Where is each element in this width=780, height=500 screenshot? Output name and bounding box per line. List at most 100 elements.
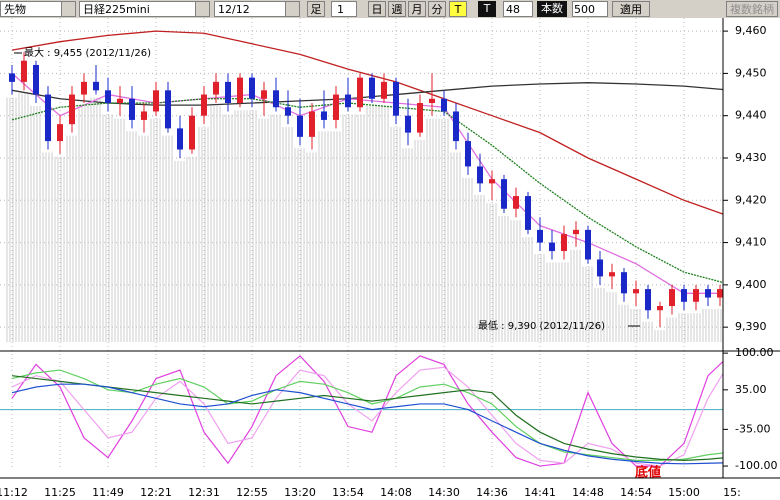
oscillator-line xyxy=(11,366,723,467)
candle-body xyxy=(597,259,603,277)
y-tick-label: 9,460 xyxy=(735,24,767,37)
arrow[interactable] xyxy=(285,2,299,16)
y-tick-label: 9,440 xyxy=(735,109,767,122)
x-tick-label: 14:30 xyxy=(428,486,460,499)
date: 12/12 xyxy=(218,3,250,16)
symbol: 日経225mini xyxy=(83,3,150,16)
x-tick-label: 15:00 xyxy=(668,486,700,499)
candle-body xyxy=(693,289,699,302)
candle-body xyxy=(141,111,147,120)
arrow[interactable] xyxy=(195,2,209,16)
x-tick-label: 14:41 xyxy=(524,486,556,499)
candle-body xyxy=(441,98,447,112)
oscillator-line xyxy=(11,383,723,465)
candle-body xyxy=(129,98,135,120)
chart: 最大 : 9,455 (2012/11/26) 最低 : 9,390 (2012/… xyxy=(0,18,780,500)
candle-body xyxy=(405,115,411,133)
x-tick-label: 14:36 xyxy=(476,486,508,499)
x-tick-label: 13:54 xyxy=(332,486,364,499)
annotation: 底値 xyxy=(635,465,661,481)
x-tick-label: 11:12 xyxy=(0,486,28,499)
candle-body xyxy=(237,77,243,104)
candle-body xyxy=(9,73,15,82)
candle-body xyxy=(489,179,495,184)
y-tick-label: -35.00 xyxy=(735,422,770,435)
x-tick-label: 12:31 xyxy=(188,486,220,499)
candle-body xyxy=(225,81,231,104)
annotation: 最低 : 9,390 (2012/11/26) xyxy=(478,320,605,332)
y-tick-label: 9,430 xyxy=(735,151,767,164)
y-tick-label: 100.00 xyxy=(735,346,774,359)
candle-body xyxy=(681,289,687,302)
candle-body xyxy=(249,77,255,99)
candle-body xyxy=(609,272,615,277)
candle-body xyxy=(525,196,531,230)
candle-body xyxy=(177,128,183,150)
minute-button[interactable]: 分 xyxy=(428,1,446,17)
apply-button[interactable]: 適用 xyxy=(612,1,650,17)
candle-body xyxy=(657,306,663,311)
toolbar: 先物 日経225mini 12/12 足 1 日 週 月 分 T T 48 本数… xyxy=(0,0,780,18)
candle-body xyxy=(117,98,123,104)
y-tick-label: 35.00 xyxy=(735,383,767,396)
y-tick-label: 9,410 xyxy=(735,236,767,249)
bars-label: 本数 xyxy=(537,1,567,17)
count-input[interactable]: 48 xyxy=(503,1,533,17)
tick-button[interactable]: T xyxy=(449,1,467,17)
candle-body xyxy=(57,124,63,142)
candle-body xyxy=(633,289,639,294)
candle-body xyxy=(357,77,363,108)
y-tick-label: 9,420 xyxy=(735,193,767,206)
candle-body xyxy=(261,90,267,99)
candle-body xyxy=(21,60,27,82)
y-tick-label: 9,450 xyxy=(735,66,767,79)
x-tick-label: 11:25 xyxy=(44,486,76,499)
candle-body xyxy=(705,289,711,298)
market-select[interactable]: 先物 xyxy=(0,1,76,17)
x-tick-label: 14:48 xyxy=(572,486,604,499)
month-button[interactable]: 月 xyxy=(408,1,426,17)
candle-body xyxy=(585,229,591,260)
candle-body xyxy=(717,289,723,298)
annotation: 最大 : 9,455 (2012/11/26) xyxy=(24,46,151,59)
candle-body xyxy=(393,81,399,116)
candle-body xyxy=(93,81,99,91)
candle-body xyxy=(213,81,219,95)
x-tick-label: 15: xyxy=(723,486,741,499)
period-input[interactable]: 1 xyxy=(331,1,357,17)
background xyxy=(0,18,780,500)
candle-body xyxy=(381,81,387,99)
candle-body xyxy=(69,94,75,125)
axes: 9,390 9,400 9,410 9,420 9,430 9,440 9,450 9,460… xyxy=(0,18,780,499)
candle-body xyxy=(561,234,567,252)
y-tick-label: -100.00 xyxy=(735,459,777,472)
candle-body xyxy=(45,94,51,142)
candle-body xyxy=(549,242,555,252)
candle-body xyxy=(621,272,627,294)
day-button[interactable]: 日 xyxy=(368,1,386,17)
date-select[interactable]: 12/12 xyxy=(214,1,300,17)
candle-body xyxy=(189,115,195,150)
candle-body xyxy=(645,289,651,311)
x-tick-label: 14:54 xyxy=(620,486,652,499)
symbol-select[interactable]: 日経225mini xyxy=(79,1,210,17)
candle-body xyxy=(153,90,159,112)
candle-body xyxy=(501,179,507,209)
y-tick-label: 9,400 xyxy=(735,278,767,291)
x-tick-label: 12:55 xyxy=(236,486,268,499)
x-tick-label: 13:20 xyxy=(284,486,316,499)
week-button[interactable]: 週 xyxy=(388,1,406,17)
candle-body xyxy=(273,90,279,108)
candle-body xyxy=(537,229,543,243)
market: 先物 xyxy=(4,3,26,16)
candle-body xyxy=(33,64,39,95)
plot: 最大 : 9,455 (2012/11/26) 最低 : 9,390 (2012/… xyxy=(0,18,723,481)
arrow[interactable] xyxy=(61,2,75,16)
candle-body xyxy=(201,94,207,116)
candle-body xyxy=(417,103,423,133)
x-tick-label: 14:08 xyxy=(380,486,412,499)
candle-body xyxy=(465,141,471,167)
bars-input[interactable]: 500 xyxy=(572,1,608,17)
candle-body xyxy=(333,94,339,120)
